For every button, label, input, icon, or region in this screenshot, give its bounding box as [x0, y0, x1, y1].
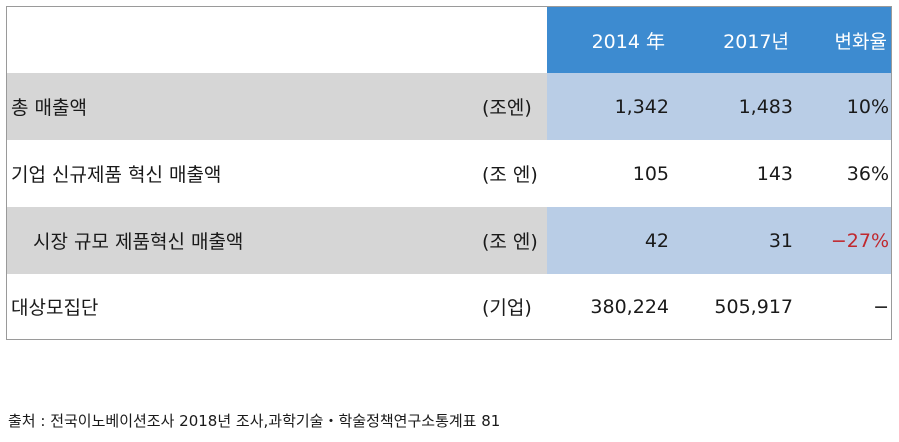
table-header-row: 2014 年 2017년 변화율	[7, 7, 891, 73]
table-row: 대상모집단 (기업) 380,224 505,917 −	[7, 274, 891, 339]
value-2017: 143	[756, 162, 793, 185]
table-row: 시장 규모 제품혁신 매출액 (조 엔) 42 31 −27%	[7, 207, 891, 274]
value-2017: 505,917	[714, 295, 793, 318]
row-label: 총 매출액	[7, 73, 482, 140]
header-change-rate: 변화율	[801, 7, 891, 73]
row-unit: (기업)	[482, 297, 532, 319]
value-change: 10%	[801, 73, 891, 140]
value-change: 36%	[846, 162, 889, 185]
value-2014: 380,224	[590, 295, 669, 318]
value-2017: 1,483	[677, 73, 801, 140]
row-label: 기업 신규제품 혁신 매출액	[7, 140, 482, 207]
source-footnote: 출처 : 전국이노베이션조사 2018년 조사,과학기술・학술정책연구소통계표 …	[8, 412, 501, 430]
row-unit: (조 엔)	[482, 207, 547, 274]
row-label: 시장 규모 제품혁신 매출액	[7, 207, 482, 274]
row-unit: (조엔)	[482, 73, 547, 140]
row-label: 대상모집단	[11, 297, 99, 319]
innovation-sales-table: 2014 年 2017년 변화율 총 매출액 (조엔) 1,342 1,483 …	[6, 6, 892, 340]
header-empty-cell	[7, 7, 547, 73]
row-unit: (조 엔)	[482, 140, 547, 207]
value-change-negative: −27%	[801, 207, 891, 274]
header-2014: 2014 年	[547, 7, 677, 73]
value-2014: 42	[547, 207, 677, 274]
value-2017: 31	[677, 207, 801, 274]
value-change: −	[873, 295, 889, 318]
header-2017: 2017년	[677, 7, 801, 73]
table-row: 총 매출액 (조엔) 1,342 1,483 10%	[7, 73, 891, 140]
value-2014: 1,342	[547, 73, 677, 140]
value-2014: 105	[632, 162, 669, 185]
table-row: 기업 신규제품 혁신 매출액 (조 엔) 105 143 36%	[7, 140, 891, 207]
